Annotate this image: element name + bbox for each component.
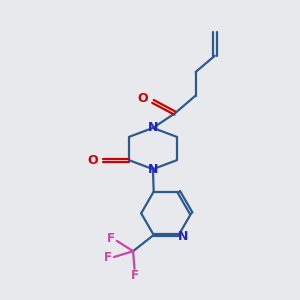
- Text: F: F: [106, 232, 114, 245]
- Text: O: O: [87, 154, 98, 167]
- Text: F: F: [103, 250, 112, 264]
- Text: O: O: [137, 92, 148, 105]
- Text: F: F: [131, 269, 139, 282]
- Text: N: N: [178, 230, 188, 243]
- Text: N: N: [148, 122, 158, 134]
- Text: N: N: [148, 163, 158, 176]
